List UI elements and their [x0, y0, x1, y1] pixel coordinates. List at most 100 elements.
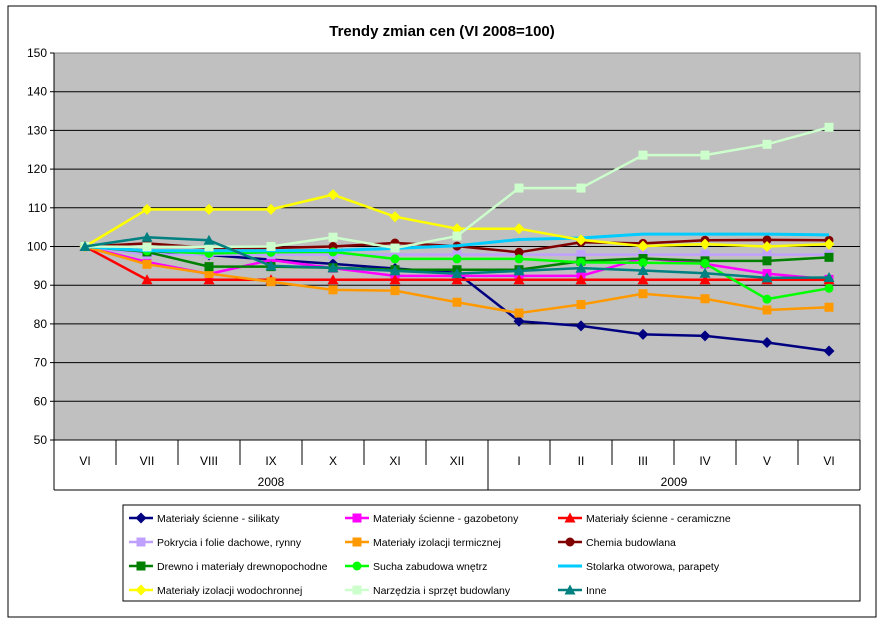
series-11 [79, 231, 835, 283]
y-tick-label: 70 [34, 356, 48, 370]
data-point [451, 274, 463, 285]
legend-item: Narzędzia i sprzęt budowlany [345, 585, 511, 597]
data-point [203, 203, 215, 215]
y-tick-label: 60 [34, 394, 48, 408]
legend-label: Materiały izolacji termicznej [373, 537, 501, 549]
y-tick-label: 50 [34, 433, 48, 447]
legend-item: Materiały izolacji termicznej [345, 537, 501, 549]
legend-item: Sucha zabudowa wnętrz [345, 561, 487, 573]
data-point [761, 241, 773, 252]
x-tick-label: V [763, 454, 771, 468]
data-point [514, 247, 524, 257]
data-point [390, 243, 400, 253]
data-point [390, 254, 400, 264]
data-point [700, 294, 710, 304]
y-tick-label: 110 [28, 201, 47, 215]
legend-swatch-marker [136, 537, 146, 547]
x-tick-label: X [329, 454, 337, 468]
legend-swatch-marker [352, 513, 362, 523]
data-point [762, 139, 772, 149]
legend-label: Stolarka otworowa, parapety [586, 561, 720, 573]
data-point [203, 234, 215, 245]
data-point [389, 265, 401, 276]
data-point [513, 223, 525, 235]
data-point [823, 271, 835, 282]
x-tick-label: II [578, 454, 585, 468]
legend-swatch-marker [135, 584, 147, 596]
legend-label: Inne [586, 585, 607, 597]
year-group-label: 2008 [258, 475, 285, 489]
data-point [141, 274, 153, 285]
data-point [824, 122, 834, 132]
data-point [576, 250, 586, 260]
legend-label: Pokrycia i folie dachowe, rynny [157, 537, 302, 549]
data-point [141, 203, 153, 215]
data-point [637, 328, 649, 340]
data-point [575, 274, 587, 285]
legend-item: Inne [558, 584, 607, 597]
data-point [204, 262, 214, 272]
data-point [637, 240, 649, 252]
data-point [576, 300, 586, 310]
data-point [328, 247, 338, 257]
legend-swatch-marker [352, 537, 362, 547]
data-point [699, 330, 711, 342]
data-point [451, 268, 463, 279]
data-point [266, 277, 276, 287]
data-point [513, 274, 525, 285]
y-tick-label: 140 [27, 85, 47, 99]
data-point [452, 254, 462, 264]
data-point [513, 315, 525, 327]
legend-label: Narzędzia i sprzęt budowlany [373, 585, 511, 597]
legend-item: Materiały ścienne - silikaty [129, 512, 280, 525]
data-point [575, 234, 587, 246]
data-point [700, 250, 710, 260]
data-point [762, 235, 772, 245]
legend-item: Chemia budowlana [558, 537, 676, 549]
data-point [699, 274, 711, 285]
data-point [824, 252, 834, 262]
data-point [699, 267, 711, 278]
data-point [266, 242, 276, 251]
data-point [265, 203, 277, 215]
data-point [204, 242, 214, 252]
data-point [327, 189, 339, 201]
data-point [638, 289, 648, 299]
data-point [761, 272, 773, 283]
x-tick-label: IX [265, 454, 276, 468]
data-point [452, 231, 462, 241]
x-tick-label: VIII [200, 454, 218, 468]
data-point [638, 258, 648, 268]
y-tick-label: 120 [27, 162, 47, 176]
legend-item: Materiały ścienne - ceramiczne [558, 512, 731, 525]
x-tick-label: VI [823, 454, 834, 468]
data-point [203, 274, 215, 285]
legend-box [122, 504, 861, 602]
x-tick-label: XI [389, 454, 400, 468]
legend-item: Stolarka otworowa, parapety [558, 561, 720, 573]
data-point [389, 211, 401, 223]
x-tick-label: IV [699, 454, 710, 468]
x-tick-label: VI [79, 454, 90, 468]
data-point [576, 183, 586, 193]
data-point [514, 308, 524, 318]
data-point [576, 257, 586, 267]
data-point [513, 265, 525, 276]
data-point [389, 274, 401, 285]
legend-swatch-marker [352, 585, 362, 595]
data-point [575, 320, 587, 332]
data-point [761, 336, 773, 348]
data-point [762, 294, 772, 304]
x-tick-label: I [517, 454, 520, 468]
legend-item: Materiały ścienne - gazobetony [345, 513, 519, 525]
legend-label: Materiały ścienne - silikaty [157, 513, 280, 525]
data-point [637, 264, 649, 275]
data-point [638, 150, 648, 160]
x-tick-label: VII [140, 454, 155, 468]
y-tick-label: 130 [27, 123, 47, 137]
legend-swatch-marker [564, 512, 576, 523]
y-tick-label: 100 [27, 240, 47, 254]
data-point [265, 260, 277, 271]
